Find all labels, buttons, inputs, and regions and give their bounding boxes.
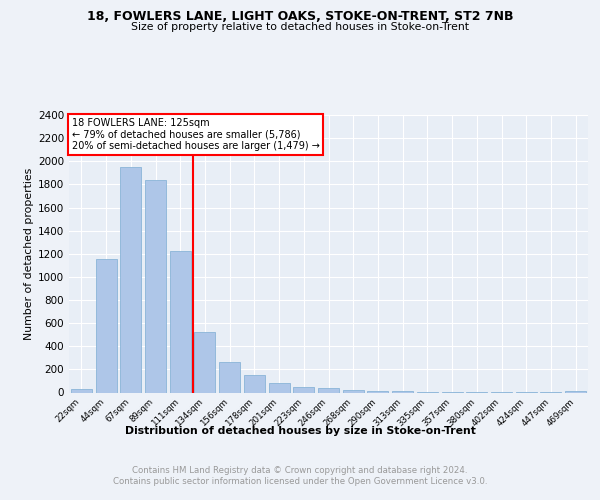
Bar	[194, 332, 215, 392]
Bar	[120, 167, 141, 392]
Bar	[145, 180, 166, 392]
Text: Contains HM Land Registry data © Crown copyright and database right 2024.: Contains HM Land Registry data © Crown c…	[132, 466, 468, 475]
Bar	[244, 376, 265, 392]
Bar	[565, 391, 586, 392]
Bar	[269, 382, 290, 392]
Y-axis label: Number of detached properties: Number of detached properties	[24, 168, 34, 340]
Bar	[170, 251, 191, 392]
Text: Size of property relative to detached houses in Stoke-on-Trent: Size of property relative to detached ho…	[131, 22, 469, 32]
Text: 18, FOWLERS LANE, LIGHT OAKS, STOKE-ON-TRENT, ST2 7NB: 18, FOWLERS LANE, LIGHT OAKS, STOKE-ON-T…	[87, 10, 513, 23]
Bar	[367, 391, 388, 392]
Bar	[318, 388, 339, 392]
Text: Contains public sector information licensed under the Open Government Licence v3: Contains public sector information licen…	[113, 478, 487, 486]
Text: Distribution of detached houses by size in Stoke-on-Trent: Distribution of detached houses by size …	[125, 426, 475, 436]
Bar	[95, 259, 116, 392]
Bar	[219, 362, 240, 392]
Bar	[293, 386, 314, 392]
Bar	[343, 390, 364, 392]
Text: 18 FOWLERS LANE: 125sqm
← 79% of detached houses are smaller (5,786)
20% of semi: 18 FOWLERS LANE: 125sqm ← 79% of detache…	[71, 118, 319, 151]
Bar	[71, 389, 92, 392]
